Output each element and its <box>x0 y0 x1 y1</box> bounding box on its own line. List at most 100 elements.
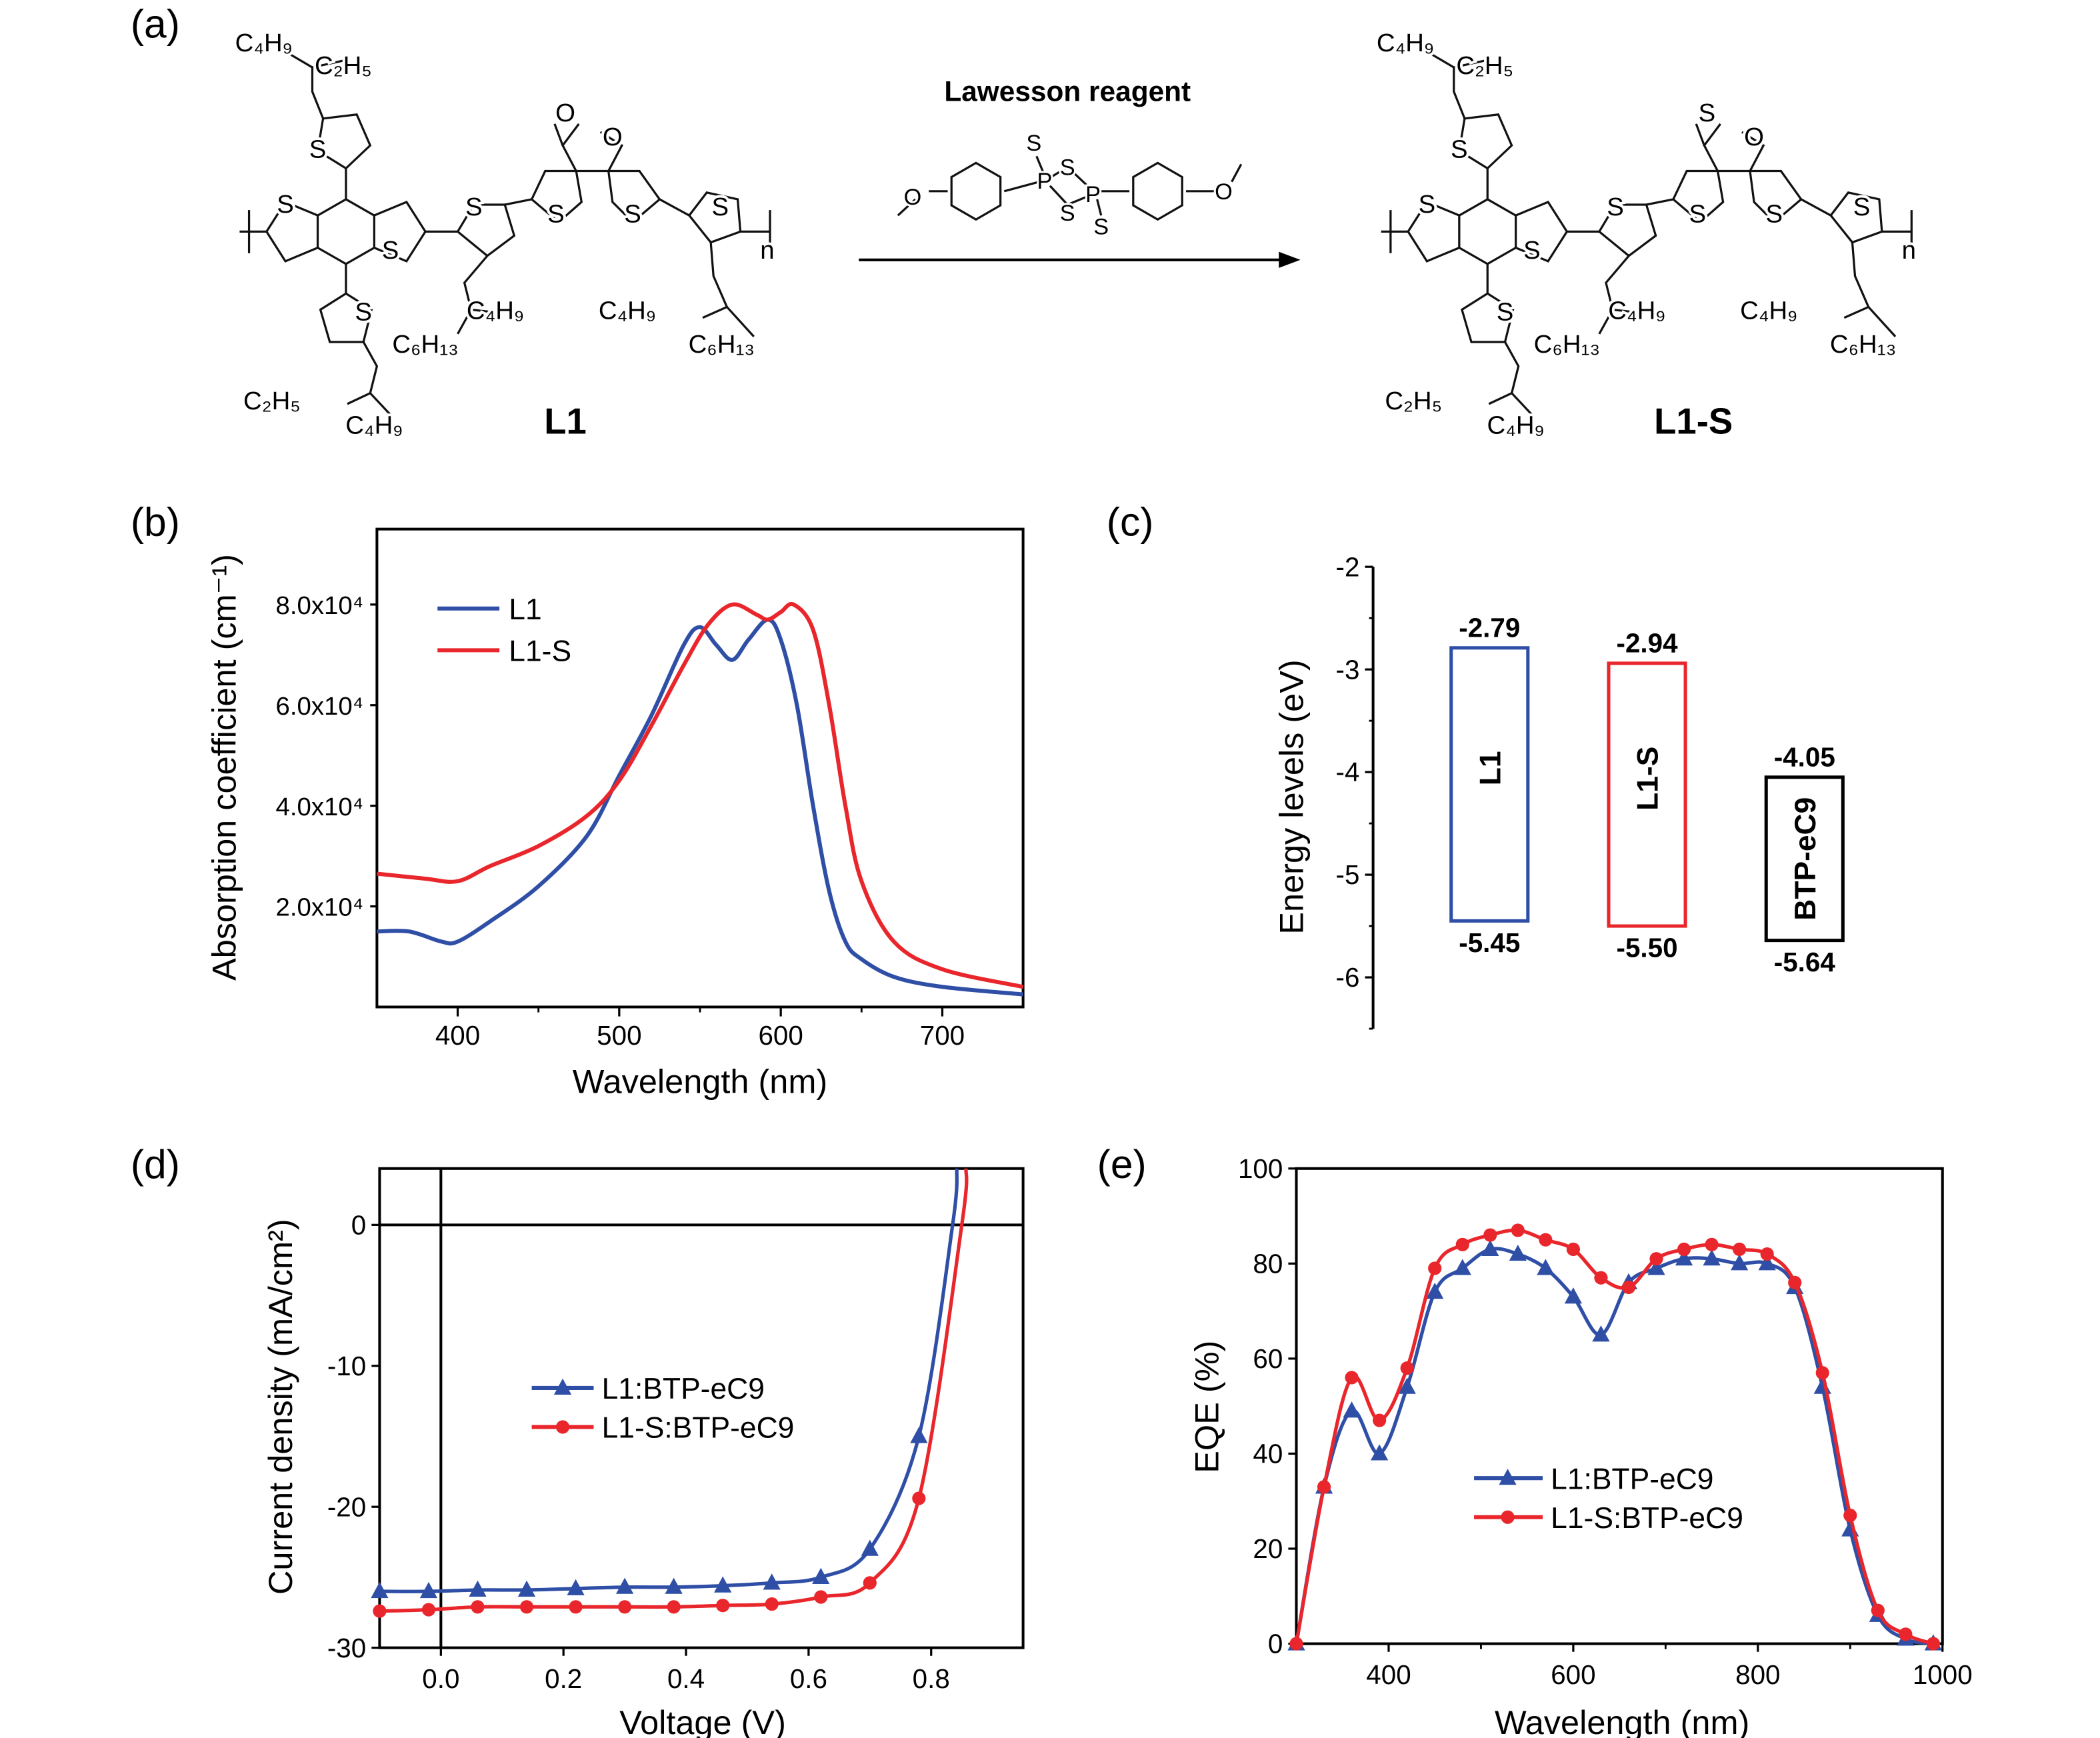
bond <box>1067 166 1091 189</box>
bond <box>553 123 564 146</box>
absorption-chart: 400 500 600 700 2.0x10⁴ 4.0x10⁴ 6.0x10⁴ 8.0x10⁴… <box>205 527 1025 1101</box>
bar-name-label: BTP-eC9 <box>1789 797 1822 921</box>
triangle-marker <box>714 1576 732 1593</box>
circle-marker <box>421 1603 436 1617</box>
x-tick-label: 0.0 <box>422 1663 459 1694</box>
atom-label: S <box>1060 155 1075 181</box>
x-tick-label: 400 <box>1366 1659 1411 1690</box>
atom-label: S <box>624 199 641 228</box>
y-tick-label: -6 <box>1336 962 1360 993</box>
x-tick-label: 1000 <box>1913 1659 1973 1690</box>
triangle-marker <box>1481 1239 1499 1257</box>
circle-marker <box>765 1597 779 1611</box>
bond <box>457 203 516 257</box>
triangle-marker <box>517 1580 536 1597</box>
triangle-marker <box>910 1427 928 1443</box>
circle-marker <box>1594 1271 1608 1285</box>
bond <box>1695 123 1705 146</box>
bond <box>1049 185 1069 206</box>
bond <box>1096 199 1103 216</box>
circle-marker <box>1373 1413 1387 1427</box>
triangle-marker <box>763 1573 781 1590</box>
circle-marker <box>1539 1233 1553 1247</box>
x-tick-label: 700 <box>920 1020 965 1051</box>
plot-frame <box>1295 1167 1944 1645</box>
atom-label: S <box>1607 193 1624 221</box>
atom-label: S <box>547 199 565 228</box>
bond <box>702 242 729 319</box>
triangle-marker <box>419 1581 438 1599</box>
panel-label-a: (a) <box>131 1 180 47</box>
bond <box>1003 181 1040 193</box>
bond <box>1511 392 1533 416</box>
circle-marker <box>618 1600 632 1614</box>
atom-label: C₆H₁₃ <box>392 330 458 359</box>
circle-marker <box>1289 1637 1303 1651</box>
triangle-marker <box>615 1577 634 1594</box>
circle-marker <box>1899 1627 1913 1641</box>
atom-label: O <box>603 123 623 151</box>
reagent-label: Lawesson reagent <box>944 76 1191 107</box>
bond <box>1605 255 1637 314</box>
circle-marker <box>1843 1509 1857 1523</box>
triangle-marker <box>1371 1444 1389 1461</box>
circle-marker <box>1733 1242 1747 1257</box>
atom-label: S <box>309 135 327 163</box>
bond <box>897 198 917 217</box>
bond <box>1453 59 1485 69</box>
x-axis-label: Wavelength (nm) <box>573 1063 827 1101</box>
y-axis-label: Current density (mA/cm²) <box>261 1219 299 1595</box>
x-tick-label: 600 <box>1551 1659 1595 1690</box>
y-tick-label: 60 <box>1253 1343 1283 1374</box>
jv-chart: 0.0 0.2 0.4 0.6 0.8 0 -10 -20 -30 Voltage (V) Curr… <box>261 1167 1025 1738</box>
y-axis-label: Energy levels (eV) <box>1273 659 1311 934</box>
bond <box>1488 341 1520 405</box>
atom-label: S <box>1093 214 1109 239</box>
y-tick-label: 6.0x10⁴ <box>276 692 364 721</box>
bond <box>1749 169 1803 224</box>
x-tick-label: 500 <box>597 1020 641 1051</box>
triangle-marker <box>812 1567 830 1585</box>
product-name: L1-S <box>1654 401 1733 441</box>
atom-label: C₆H₁₃ <box>689 330 755 359</box>
bond <box>1035 155 1045 173</box>
x-tick-label: 0.8 <box>913 1663 950 1694</box>
triangle-marker <box>1426 1282 1444 1299</box>
bond <box>319 292 373 343</box>
bond <box>1460 292 1515 343</box>
atom-label: C₂H₅ <box>1385 387 1442 415</box>
bond <box>1458 113 1513 169</box>
x-tick-label: 400 <box>435 1020 480 1051</box>
atom-label: C₄H₉ <box>1487 411 1545 439</box>
benzene-ring <box>1132 161 1183 221</box>
circle-marker <box>471 1600 485 1614</box>
triangle-marker <box>665 1577 683 1594</box>
bond <box>316 113 372 169</box>
y-tick-label: 8.0x10⁴ <box>276 591 364 620</box>
bond <box>1598 309 1614 335</box>
atom-label: S <box>711 193 729 221</box>
atom-label: C₆H₁₃ <box>1534 330 1600 359</box>
atom-label: C₄H₉ <box>1608 297 1665 325</box>
atom-label: O <box>555 99 575 127</box>
circle-marker <box>1705 1237 1719 1251</box>
y-tick-label: -4 <box>1336 757 1360 787</box>
benzene-ring <box>950 161 1002 221</box>
eqe-chart: 400 600 800 1000 0 20 40 60 80 100 Wavelength (nm)… <box>1187 1153 1972 1738</box>
reactant-name: L1 <box>544 401 587 441</box>
triangle-marker <box>1453 1259 1471 1275</box>
bond <box>369 392 391 416</box>
circle-marker <box>814 1590 828 1604</box>
legend-label: L1-S <box>509 635 571 668</box>
circle-marker <box>1455 1237 1469 1251</box>
triangle-marker <box>1343 1401 1361 1418</box>
circle-marker <box>1501 1510 1515 1524</box>
circle-marker <box>863 1576 877 1590</box>
circle-marker <box>373 1604 387 1618</box>
triangle-marker <box>1647 1259 1665 1275</box>
bond <box>688 191 742 244</box>
y-tick-label: -30 <box>327 1633 366 1663</box>
